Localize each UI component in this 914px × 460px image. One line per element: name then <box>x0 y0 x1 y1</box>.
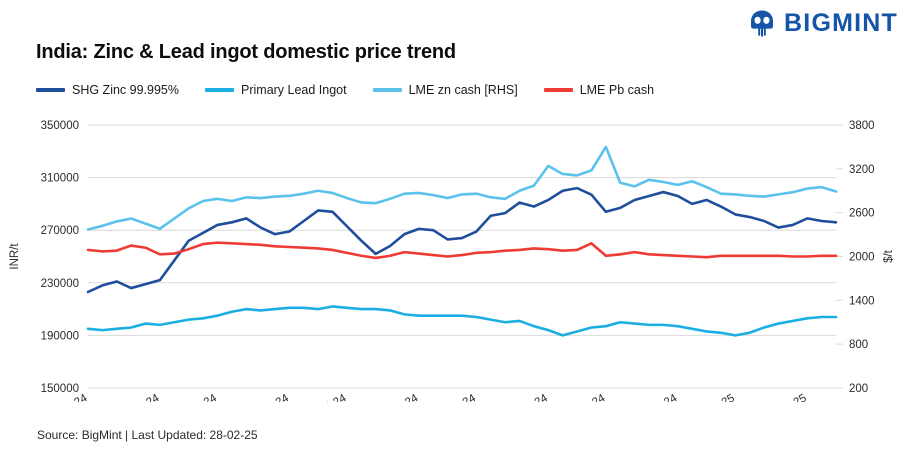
series-line-1 <box>86 305 838 337</box>
x-axis-tick-label: Nov-24 <box>569 392 608 402</box>
legend-item-lme-zn-cash[interactable]: LME zn cash [RHS] <box>372 83 518 97</box>
y-axis-left-title: INR/t <box>9 243 21 270</box>
x-axis-tick-label: Dec-24 <box>641 392 680 402</box>
chart-title: India: Zinc & Lead ingot domestic price … <box>36 41 456 63</box>
y-axis-right-tick-label: 3200 <box>849 164 875 176</box>
y-axis-left-tick-label: 150000 <box>41 383 79 395</box>
y-axis-left-tick-label: 350000 <box>41 120 79 132</box>
y-axis-left-tick-label: 270000 <box>41 225 79 237</box>
y-axis-right-tick-label: 2000 <box>849 252 875 264</box>
y-axis-left-tick-label: 310000 <box>41 173 79 185</box>
y-axis-right-tick-label: 1400 <box>849 295 875 307</box>
legend-item-shg-zinc[interactable]: SHG Zinc 99.995% <box>36 84 179 97</box>
legend-swatch-lme-zn-cash <box>372 88 402 93</box>
legend-label-shg-zinc: SHG Zinc 99.995% <box>72 83 179 97</box>
x-axis-tick-label: Jan-25 <box>700 392 736 402</box>
y-axis-right-tick-label: 2600 <box>849 208 875 220</box>
legend-item-primary-lead-ingot[interactable]: Primary Lead Ingot <box>205 84 347 97</box>
series-line-2 <box>86 145 838 231</box>
x-axis-tick-label: Sep-24 <box>440 392 479 402</box>
legend-label-lme-pb-cash: LME Pb cash <box>579 83 655 97</box>
bigmint-mascot-icon <box>751 10 774 37</box>
legend-item-lme-pb-cash[interactable]: LME Pb cash <box>543 83 655 97</box>
y-axis-right-tick-label: 200 <box>849 383 868 395</box>
legend-swatch-shg-zinc <box>36 88 65 93</box>
x-axis-tick-label: Jun-24 <box>254 392 291 402</box>
y-axis-left-tick-label: 190000 <box>41 330 79 342</box>
y-axis-right-tick-label: 800 <box>849 339 868 351</box>
x-axis-tick-label: May-24 <box>180 392 220 402</box>
x-axis-tick-label: Jul-24 <box>315 392 349 402</box>
series-line-3 <box>86 241 838 260</box>
chart-plot-area: 150000 190000 230000 270000 310000 350000 200 8… <box>0 112 914 402</box>
legend-swatch-primary-lead-ingot <box>205 88 234 93</box>
source-note: Source: BigMint | Last Updated: 28-02-25 <box>37 428 258 442</box>
y-axis-left-tick-label: 230000 <box>41 278 79 290</box>
chart-legend: SHG Zinc 99.995% Primary Lead Ingot LME … <box>36 84 654 97</box>
legend-label-lme-zn-cash: LME zn cash [RHS] <box>408 83 518 97</box>
brand-logo: BIGMINT <box>747 8 898 38</box>
x-axis-tick-label: Apr-24 <box>126 392 162 402</box>
x-axis-tick-label: Feb-25 <box>771 392 809 402</box>
brand-name: BIGMINT <box>784 8 898 37</box>
x-axis-tick-label: Aug-24 <box>382 392 421 402</box>
price-trend-line-chart: 150000 190000 230000 270000 310000 350000 200 8… <box>9 120 895 402</box>
x-axis-tick-label: Oct-24 <box>514 392 550 402</box>
y-axis-right-title: $/t <box>883 249 895 263</box>
legend-swatch-lme-pb-cash <box>543 88 573 93</box>
y-axis-right-tick-label: 3800 <box>849 120 875 132</box>
legend-label-primary-lead-ingot: Primary Lead Ingot <box>241 83 347 97</box>
series-line-0 <box>86 186 838 294</box>
